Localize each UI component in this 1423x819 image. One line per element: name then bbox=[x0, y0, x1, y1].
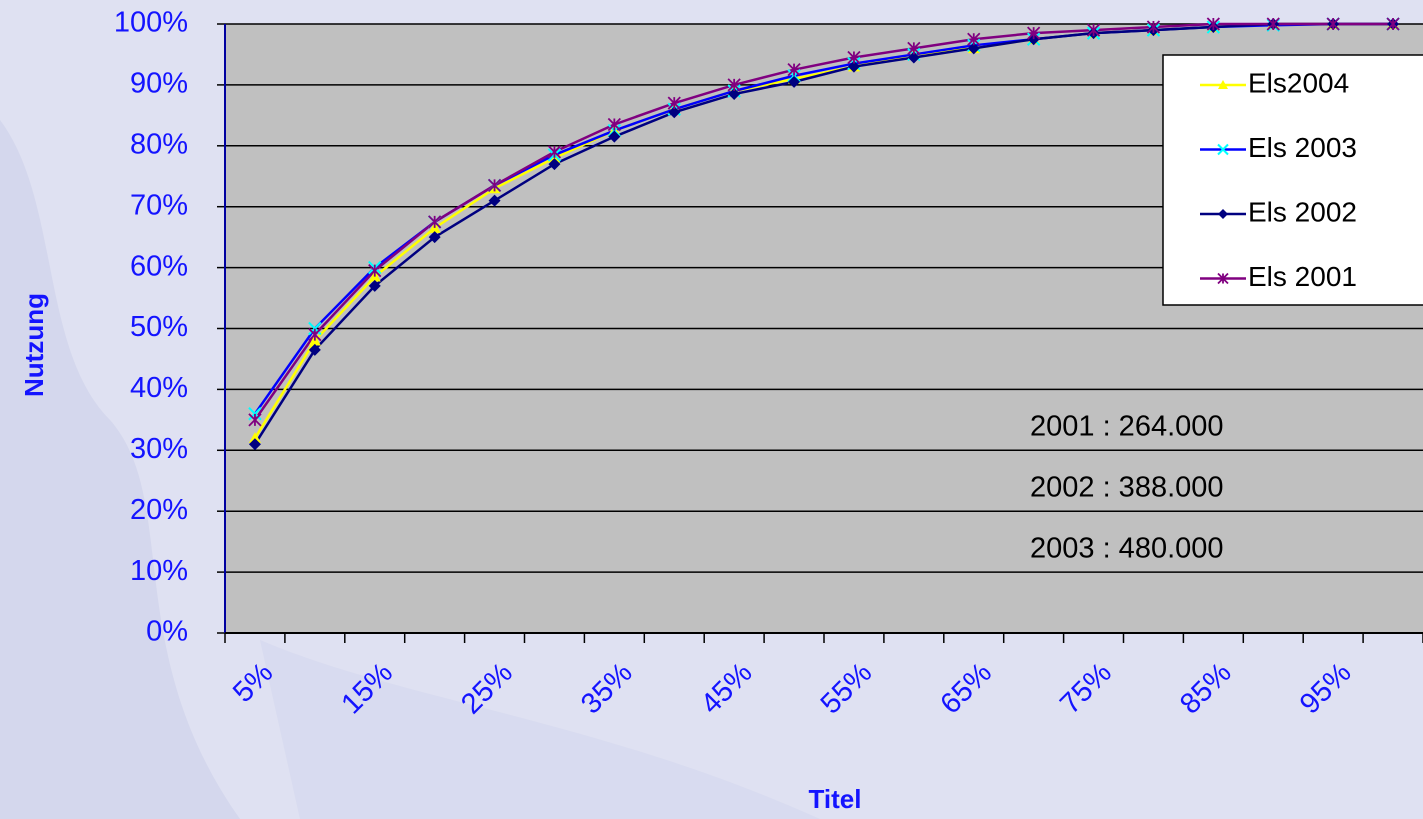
marker bbox=[248, 407, 262, 421]
marker bbox=[248, 413, 262, 427]
marker bbox=[308, 327, 322, 342]
y-tick-label: 70% bbox=[130, 189, 188, 221]
marker bbox=[1326, 17, 1340, 31]
x-tick-label: 45% bbox=[695, 657, 759, 721]
marker bbox=[1386, 17, 1400, 31]
marker bbox=[907, 41, 921, 55]
x-tick-label: 65% bbox=[934, 657, 998, 721]
y-tick-label: 100% bbox=[114, 7, 188, 39]
y-tick-label: 90% bbox=[130, 68, 188, 100]
marker bbox=[248, 438, 261, 451]
x-tick-label: 95% bbox=[1294, 657, 1358, 721]
legend-label: Els 2001 bbox=[1248, 261, 1357, 292]
x-tick-label: 85% bbox=[1174, 657, 1238, 721]
marker bbox=[428, 231, 441, 244]
y-tick-label: 0% bbox=[146, 616, 188, 648]
marker bbox=[788, 75, 801, 88]
y-tick-label: 60% bbox=[130, 250, 188, 282]
y-tick-label: 20% bbox=[130, 494, 188, 526]
marker bbox=[727, 78, 741, 92]
legend-label: Els2004 bbox=[1248, 67, 1349, 98]
x-tick-label: 55% bbox=[815, 657, 879, 721]
series-line bbox=[253, 22, 1394, 421]
marker bbox=[667, 96, 681, 110]
marker bbox=[668, 106, 681, 119]
background-decoration bbox=[0, 120, 820, 819]
y-tick-label: 40% bbox=[130, 372, 188, 404]
marker bbox=[607, 123, 622, 138]
annotation: 2002 : 388.000 bbox=[1030, 472, 1224, 504]
marker bbox=[1027, 26, 1041, 40]
marker bbox=[248, 432, 261, 443]
y-tick-label: 10% bbox=[130, 555, 188, 587]
x-tick-label: 75% bbox=[1054, 657, 1118, 721]
marker bbox=[608, 130, 621, 143]
marker bbox=[547, 145, 562, 159]
marker bbox=[368, 264, 382, 278]
y-tick-label: 50% bbox=[130, 311, 188, 343]
marker bbox=[1146, 20, 1161, 34]
marker bbox=[728, 88, 741, 101]
y-tick-label: 30% bbox=[130, 433, 188, 465]
marker bbox=[368, 279, 381, 292]
legend-marker bbox=[1217, 272, 1229, 285]
marker bbox=[548, 158, 561, 171]
marker bbox=[487, 178, 502, 193]
marker bbox=[967, 42, 980, 55]
y-tick-label: 80% bbox=[130, 128, 188, 160]
marker bbox=[847, 60, 860, 73]
marker bbox=[1206, 17, 1220, 31]
marker bbox=[907, 51, 920, 64]
marker bbox=[607, 117, 621, 132]
marker bbox=[847, 50, 861, 65]
marker bbox=[787, 63, 801, 77]
series-line bbox=[253, 22, 1394, 445]
legend-label: Els 2002 bbox=[1248, 196, 1357, 227]
marker bbox=[428, 215, 442, 229]
legend-marker bbox=[1218, 209, 1228, 219]
marker bbox=[308, 321, 322, 336]
marker bbox=[488, 194, 501, 207]
legend-box bbox=[1162, 54, 1423, 306]
marker bbox=[308, 343, 321, 356]
y-axis-title: Nutzung bbox=[19, 293, 49, 397]
marker bbox=[967, 32, 981, 46]
legend-marker bbox=[1217, 143, 1229, 156]
marker bbox=[787, 69, 801, 83]
annotation: 2003 : 480.000 bbox=[1030, 533, 1224, 565]
annotation: 2001 : 264.000 bbox=[1030, 411, 1224, 443]
x-tick-label: 35% bbox=[575, 657, 639, 721]
x-axis-title: Titel bbox=[809, 784, 862, 814]
marker bbox=[1086, 23, 1101, 37]
legend-label: Els 2003 bbox=[1248, 132, 1357, 163]
legend-marker bbox=[1218, 80, 1228, 89]
marker bbox=[1266, 17, 1280, 31]
